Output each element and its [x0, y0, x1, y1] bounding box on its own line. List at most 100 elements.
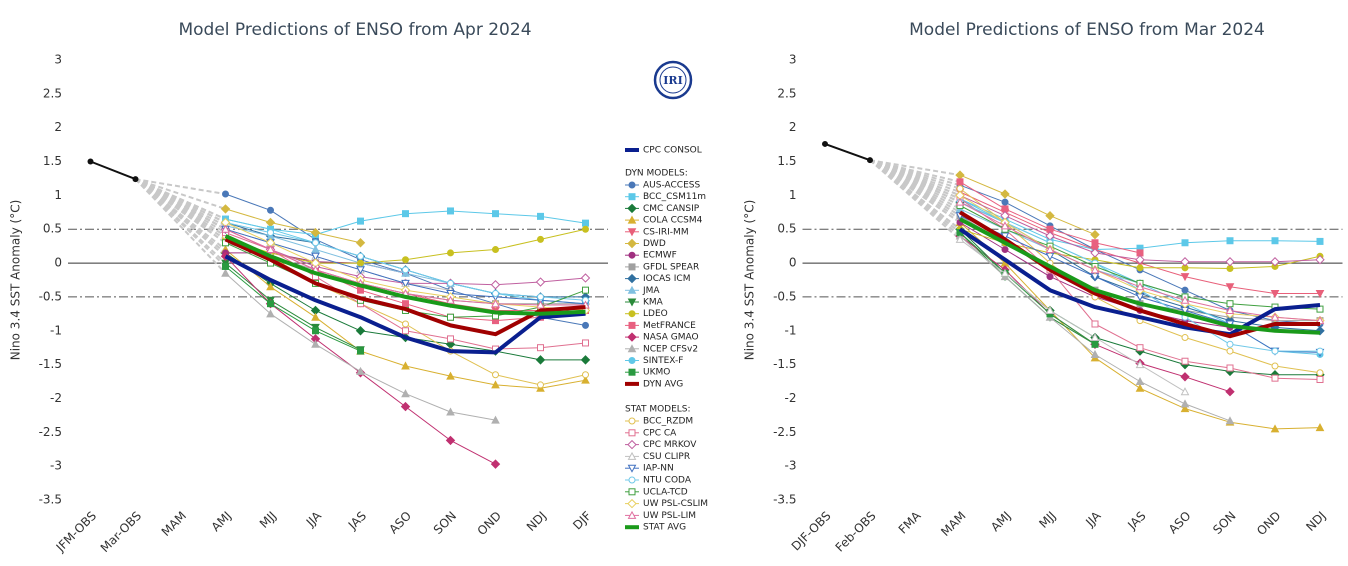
marker [1225, 305, 1235, 314]
marker [1135, 376, 1145, 386]
marker [537, 344, 544, 352]
average-line [224, 254, 586, 355]
marker [582, 286, 589, 294]
marker [1045, 252, 1055, 261]
plume-connector [869, 159, 961, 177]
marker [492, 210, 499, 218]
marker [357, 259, 364, 267]
marker [1090, 349, 1100, 358]
y-tick-label: 1 [789, 188, 797, 202]
marker [266, 282, 275, 291]
y-axis-label: Nino 3.4 SST Anomaly (°C) [743, 200, 757, 361]
marker [402, 266, 409, 274]
marker [1180, 399, 1190, 408]
marker [537, 293, 544, 301]
legend-marker [628, 357, 636, 364]
legend-label: UW PSL-LIM [643, 511, 696, 521]
legend-label: GFDL SPEAR [643, 262, 699, 272]
y-tick-label: 1 [54, 188, 62, 202]
chart-title: Model Predictions of ENSO from Mar 2024 [909, 20, 1265, 40]
legend-label: IAP-NN [643, 464, 674, 474]
y-tick-label: -1 [785, 323, 797, 337]
plume-connector [869, 159, 961, 241]
marker [1225, 386, 1235, 397]
marker [1000, 268, 1010, 277]
marker [1136, 264, 1144, 272]
marker [311, 252, 320, 261]
legend-marker [627, 285, 637, 294]
marker [1045, 305, 1055, 314]
x-tick-label: JJA [1082, 508, 1104, 530]
marker [356, 366, 365, 375]
marker [356, 266, 365, 275]
logo-inner-ring [659, 66, 687, 94]
marker [1180, 295, 1190, 304]
legend-label: NTU CODA [643, 476, 692, 486]
marker [355, 238, 366, 248]
legend-marker [627, 344, 637, 353]
x-tick-label: FMA [896, 508, 924, 536]
y-tick-label: -2 [50, 391, 62, 405]
marker [447, 279, 454, 287]
marker [222, 190, 229, 198]
x-tick-label: SON [431, 509, 459, 537]
legend-label: BCC_RZDM [643, 417, 693, 427]
plume-connector [134, 178, 227, 237]
y-tick-label: -3.5 [773, 493, 796, 507]
model-line [959, 174, 1096, 236]
marker [1270, 312, 1280, 321]
x-tick-label: AMJ [209, 509, 235, 535]
legend-heading: DYN MODELS: [625, 169, 688, 179]
marker [311, 339, 320, 348]
marker [1316, 376, 1324, 384]
marker [1226, 347, 1234, 355]
legend-marker [627, 238, 637, 249]
iri-logo: IRI [653, 60, 693, 100]
marker [535, 355, 546, 365]
marker [1135, 360, 1145, 369]
model-line [225, 262, 361, 351]
observed-line [90, 160, 136, 181]
marker [401, 361, 410, 370]
legend-label: UCLA-TCD [643, 487, 688, 497]
marker [1091, 239, 1099, 247]
marker [266, 309, 275, 318]
marker [221, 224, 230, 233]
legend-label: NCEP CFSv2 [643, 344, 698, 354]
y-tick-label: 3 [789, 53, 797, 67]
legend-label: AUS-ACCESS [643, 181, 700, 191]
y-tick-label: 2.5 [43, 86, 62, 100]
y-tick-label: -1.5 [39, 357, 62, 371]
marker [1136, 344, 1144, 352]
marker [311, 244, 320, 254]
y-tick-label: 2 [54, 120, 62, 134]
marker [357, 217, 364, 225]
marker [1181, 286, 1189, 294]
average-line [224, 237, 586, 337]
y-tick-label: -3.5 [39, 493, 62, 507]
marker [1091, 320, 1099, 328]
marker [580, 273, 591, 283]
marker [535, 277, 546, 287]
marker [582, 339, 589, 347]
marker [1181, 239, 1189, 247]
legend-marker [628, 251, 636, 259]
y-tick-label: -1 [50, 323, 62, 337]
marker [402, 256, 409, 264]
marker [1180, 273, 1190, 282]
observed-marker [87, 158, 94, 165]
logo-text: IRI [663, 74, 682, 87]
average-line [224, 234, 586, 316]
legend-label: STAT AVG [643, 523, 686, 533]
marker [956, 178, 964, 186]
marker [1181, 357, 1189, 365]
x-tick-label: SON [1210, 509, 1238, 537]
y-tick-label: -2 [785, 391, 797, 405]
marker [400, 401, 411, 412]
y-tick-label: -3 [785, 459, 797, 473]
y-tick-label: -0.5 [39, 289, 62, 303]
marker [447, 335, 454, 343]
y-tick-label: 0.5 [777, 222, 796, 236]
legend-label: MetFRANCE [643, 321, 696, 331]
x-tick-label: OND [475, 509, 504, 538]
